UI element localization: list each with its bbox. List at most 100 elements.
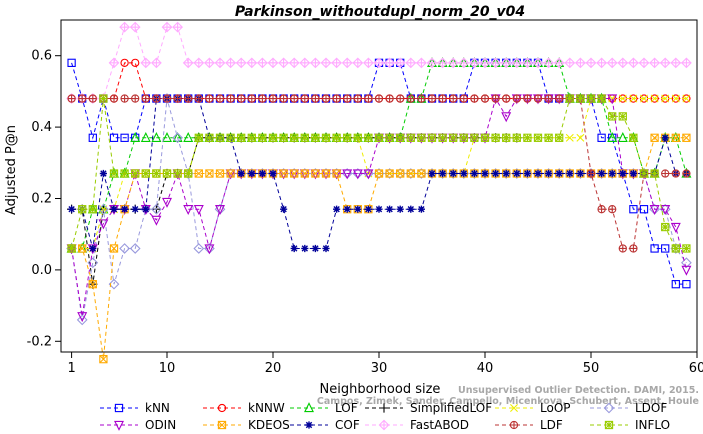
legend-swatch-marker (217, 420, 227, 430)
data-point (151, 215, 162, 226)
x-axis: 1 10 20 30 40 50 60 (67, 352, 703, 376)
data-point (214, 57, 226, 69)
data-point (331, 57, 342, 69)
data-point (364, 133, 373, 142)
legend-label: KDEOS (248, 418, 290, 432)
data-point (290, 244, 298, 253)
legend-swatch-marker (304, 402, 314, 413)
legend-label: INFLO (635, 418, 670, 432)
data-point (321, 133, 331, 142)
data-point (237, 169, 245, 178)
data-point (140, 57, 152, 69)
data-point (681, 257, 692, 269)
data-point (141, 169, 150, 178)
data-point (246, 57, 258, 69)
data-point (76, 314, 88, 326)
data-point (258, 133, 267, 142)
data-point (427, 133, 437, 142)
data-point (237, 133, 246, 142)
data-point (343, 133, 352, 142)
data-point (491, 94, 500, 103)
data-point (162, 131, 172, 142)
legend-item-inflo: INFLO (590, 418, 670, 432)
series-line (71, 137, 517, 285)
series-line (71, 98, 687, 249)
data-point (321, 94, 331, 103)
data-point (332, 133, 341, 142)
legend: kNN kNNW LOF SimplifiedLOF LoOP LDOF ODIN KDEOS… (100, 401, 670, 432)
data-point (320, 57, 332, 69)
data-point (193, 57, 205, 69)
data-point (300, 94, 309, 103)
data-point (639, 205, 649, 214)
data-point (650, 244, 659, 253)
data-point (363, 57, 374, 69)
data-point (354, 205, 362, 213)
data-point (194, 169, 203, 178)
data-point (204, 57, 215, 69)
data-point (225, 57, 236, 69)
y-axis: -0.2 0.0 0.2 0.4 0.6 (27, 49, 61, 349)
data-point (205, 94, 214, 103)
legend-item-knn: kNN (100, 401, 170, 415)
data-point (565, 94, 574, 103)
data-point (151, 131, 162, 142)
data-point (597, 94, 606, 103)
data-point (439, 169, 447, 178)
data-point (89, 244, 97, 253)
legend-swatch-marker (114, 420, 124, 431)
data-point (491, 133, 500, 142)
data-point (268, 94, 278, 103)
data-point (407, 205, 415, 213)
data-point (332, 169, 341, 178)
data-point (555, 133, 564, 142)
data-point (141, 94, 150, 103)
data-point (513, 169, 521, 178)
data-point (68, 205, 76, 213)
data-point (268, 133, 278, 142)
data-point (98, 203, 109, 215)
data-point (99, 94, 108, 103)
legend-label: FastABOD (410, 418, 469, 432)
data-point (385, 169, 394, 178)
data-point (301, 244, 309, 253)
x-tick-label: 1 (67, 361, 75, 376)
data-point (257, 57, 268, 69)
data-point (299, 57, 311, 69)
legend-swatch-marker (379, 403, 389, 413)
data-point (437, 57, 448, 69)
data-point (500, 57, 512, 69)
series-fastabod (66, 21, 692, 104)
data-point (681, 265, 692, 276)
series-inflo (67, 94, 691, 253)
data-point (671, 94, 680, 103)
data-point (660, 205, 671, 216)
data-point (290, 94, 299, 103)
data-point (267, 57, 279, 69)
data-point (162, 94, 172, 103)
data-point (650, 94, 659, 103)
data-point (172, 132, 183, 144)
data-point (162, 197, 172, 208)
data-point (247, 94, 256, 103)
data-point (110, 205, 118, 213)
data-point (661, 169, 670, 178)
data-point (215, 205, 225, 216)
data-point (109, 244, 119, 253)
data-point (88, 205, 97, 214)
data-point (576, 169, 584, 178)
data-point (597, 133, 606, 142)
data-point (396, 205, 404, 213)
legend-item-simplifiedlof: SimplifiedLOF (365, 401, 492, 415)
legend-swatch-marker (604, 420, 614, 430)
data-point (585, 57, 597, 69)
data-point (661, 222, 670, 232)
data-point (151, 57, 162, 69)
data-point (469, 57, 480, 69)
data-point (311, 244, 319, 253)
data-point (394, 57, 406, 69)
data-point (311, 169, 320, 178)
data-point (606, 57, 618, 69)
data-point (438, 94, 447, 103)
